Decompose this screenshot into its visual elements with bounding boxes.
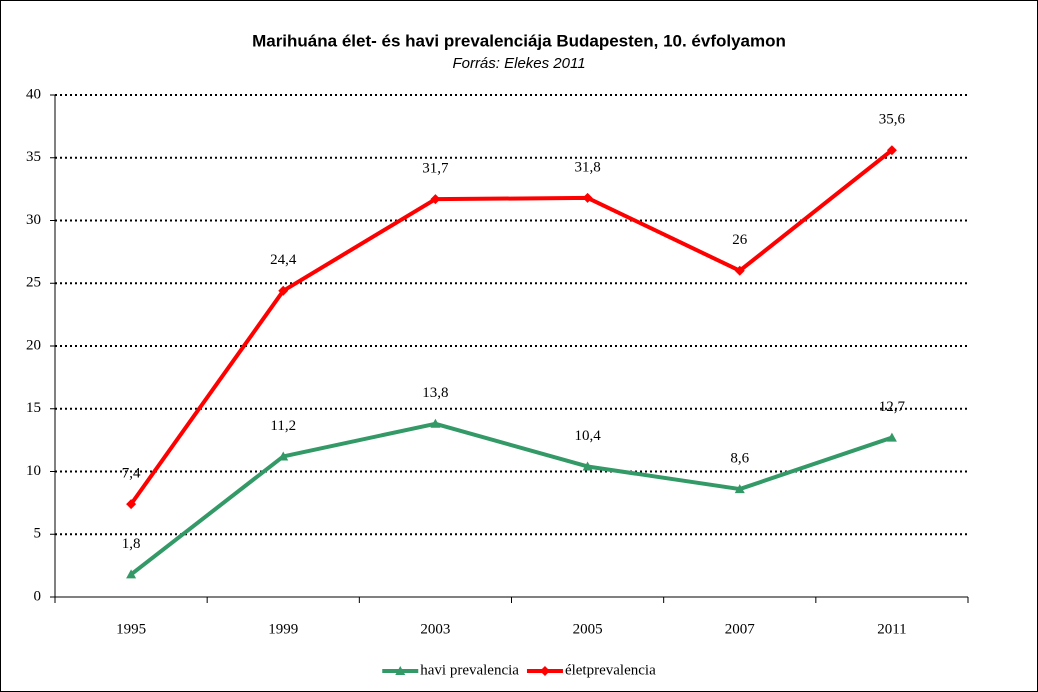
y-tick-label: 10 (26, 463, 41, 479)
y-tick-label: 40 (26, 86, 41, 102)
x-tick-label: 2007 (725, 621, 756, 637)
y-tick-label: 5 (34, 526, 42, 542)
marker (395, 666, 406, 675)
x-tick-label: 1995 (116, 621, 146, 637)
data-label: 8,6 (730, 451, 749, 467)
data-label: 13,8 (422, 385, 448, 401)
marker (278, 285, 289, 296)
marker (126, 569, 137, 579)
data-label: 10,4 (574, 428, 601, 444)
data-label: 35,6 (879, 112, 906, 128)
y-tick-label: 0 (34, 588, 42, 604)
y-tick-label: 35 (26, 149, 41, 165)
legend-label: havi prevalencia (420, 662, 519, 678)
chart-title: Marihuána élet- és havi prevalenciája Bu… (252, 31, 786, 50)
y-tick-label: 20 (26, 337, 41, 353)
legend-label: életprevalencia (565, 662, 656, 678)
marker (539, 666, 550, 676)
data-label: 1,8 (122, 536, 141, 552)
chart-subtitle: Forrás: Elekes 2011 (452, 55, 585, 72)
x-tick-label: 2003 (420, 621, 450, 637)
marker (278, 451, 289, 461)
x-tick-label: 2011 (877, 621, 906, 637)
y-tick-label: 15 (26, 400, 41, 416)
marker (582, 192, 593, 203)
x-tick-label: 2005 (573, 621, 603, 637)
marker (734, 265, 745, 276)
marker (734, 484, 745, 494)
series-line (129, 148, 894, 506)
marker (886, 432, 897, 442)
data-label: 11,2 (270, 418, 296, 434)
data-label: 7,4 (122, 466, 141, 482)
data-label: 24,4 (270, 252, 297, 268)
data-label: 26 (732, 232, 748, 248)
marker (430, 194, 441, 205)
marker (430, 418, 441, 428)
series-line (129, 421, 893, 576)
y-tick-label: 30 (26, 212, 41, 228)
marker (886, 145, 897, 156)
data-label: 31,7 (422, 161, 449, 177)
data-label: 12,7 (879, 399, 906, 415)
marker (126, 499, 137, 510)
y-tick-label: 25 (26, 275, 41, 291)
marker (582, 461, 593, 471)
x-tick-label: 1999 (268, 621, 298, 637)
data-label: 31,8 (574, 159, 600, 175)
